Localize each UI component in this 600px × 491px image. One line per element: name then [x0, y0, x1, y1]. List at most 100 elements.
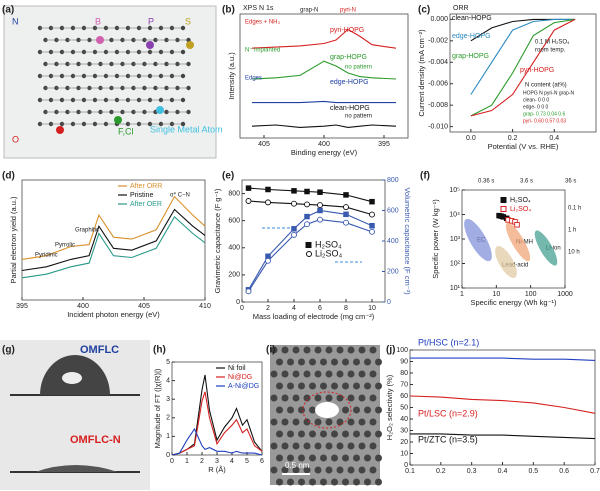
series-line — [21, 208, 206, 272]
atom-label: S — [185, 16, 191, 26]
stm-dot — [364, 358, 371, 366]
y-tick-label: 10⁴ — [449, 211, 460, 218]
stm-dot — [270, 394, 278, 402]
y-tick-label: 3 — [166, 396, 170, 403]
y-tick-label: 10³ — [450, 236, 461, 243]
scale-label: 0.5 nm — [285, 461, 310, 470]
point — [317, 207, 323, 214]
x-axis-label: Mass loading of electrode (mg cm⁻²) — [253, 312, 375, 321]
stm-dot — [353, 430, 360, 438]
stm-dot — [314, 466, 322, 474]
point — [369, 222, 375, 229]
stm-dot — [347, 346, 355, 354]
x-tick-label: 405 — [258, 141, 270, 148]
stm-dot — [342, 406, 349, 414]
x-tick-label: 4 — [230, 458, 234, 465]
x-tick-label: 1 — [460, 291, 464, 298]
plot-frame — [21, 179, 206, 301]
annotation: 0.1 h — [568, 206, 581, 212]
x-tick-label: 0.4 — [498, 468, 508, 475]
stm-dot — [358, 370, 366, 378]
stm-dot — [292, 442, 300, 450]
point — [369, 211, 375, 218]
stm-dot — [320, 454, 327, 462]
stm-dot — [276, 430, 283, 438]
annotation: room temp. — [535, 48, 566, 54]
y-tick-label: 100 — [396, 347, 408, 354]
stm-dot — [292, 346, 300, 354]
x-tick-label: 4 — [292, 305, 296, 312]
panel-label: (j) — [386, 345, 395, 356]
x-tick-label: 3 — [215, 458, 219, 465]
x-tick-label: 405 — [138, 303, 150, 310]
point — [265, 199, 271, 206]
chart-title: ORR — [453, 5, 469, 12]
series-line — [470, 18, 576, 95]
series-line — [251, 60, 397, 80]
stm-dot — [287, 478, 294, 486]
stm-dot — [358, 346, 366, 354]
legend-swatch — [305, 242, 312, 248]
y-tick-label: 0.000 — [430, 16, 448, 23]
stm-dot — [281, 346, 289, 354]
x-tick-label: 2 — [266, 305, 270, 312]
x-tick-label: 10 — [368, 305, 376, 312]
annotation: 10 h — [568, 250, 580, 256]
atom — [186, 61, 191, 67]
y-tick-label: 0 — [404, 462, 408, 469]
y-tick-label: 0 — [166, 452, 170, 459]
panel-label: (b) — [222, 5, 235, 16]
atom — [180, 73, 186, 79]
x-tick-label: 400 — [77, 303, 89, 310]
stm-dot — [276, 406, 283, 414]
y2-tick-label: 600 — [387, 207, 399, 214]
stm-dot — [358, 394, 366, 402]
legend-label: After ORR — [130, 183, 162, 190]
stm-dot — [270, 418, 278, 426]
stm-dot — [347, 466, 355, 474]
legend-label: clean-HOPG — [452, 15, 492, 22]
stm-dot — [353, 478, 360, 486]
stm-dot — [303, 418, 311, 426]
x-tick-label: 0.2 — [436, 468, 446, 475]
annotation: HOPG N pyri-N grap-N — [523, 90, 575, 96]
stm-dot — [309, 454, 316, 462]
x-tick-label: 1 — [185, 458, 189, 465]
stm-dot — [325, 442, 333, 450]
stm-dot — [276, 478, 283, 486]
atom-label: Single Metal Atom — [150, 124, 223, 134]
stm-dot — [325, 370, 333, 378]
point — [317, 202, 323, 209]
bright-spot — [315, 402, 339, 418]
series-line — [410, 357, 596, 361]
y2-tick-label: 800 — [387, 177, 399, 184]
legend-label: A-Ni@DG — [228, 383, 259, 390]
y-tick-label: 2 — [166, 415, 170, 422]
y-tick-label: 10 — [400, 450, 408, 457]
stm-dot — [298, 478, 305, 486]
point — [317, 189, 323, 195]
stm-dot — [287, 454, 294, 462]
stm-dot — [270, 442, 278, 450]
x-tick-label: 8 — [344, 305, 348, 312]
series-line — [171, 427, 263, 456]
stm-dot — [336, 442, 344, 450]
legend-label: After OER — [130, 201, 162, 208]
y-tick-label: -0.004 — [428, 59, 448, 66]
y-tick-label: 50 — [400, 404, 408, 411]
legend-swatch — [306, 251, 312, 257]
annotation: 1 h — [568, 228, 576, 234]
stm-dot — [336, 370, 344, 378]
atom — [186, 85, 191, 91]
y-axis-label: Intensity (a.u.) — [227, 52, 236, 100]
y2-axis-label: Volumetric capacitance (F cm⁻³) — [403, 187, 412, 295]
dopant — [186, 41, 194, 49]
stm-dot — [364, 478, 371, 486]
stm-dot — [270, 370, 278, 378]
stm-dot — [331, 382, 338, 390]
stm-dot — [342, 382, 349, 390]
point — [265, 257, 271, 264]
chart-title: XPS N 1s — [243, 5, 274, 12]
y-tick-label: 70 — [400, 381, 408, 388]
